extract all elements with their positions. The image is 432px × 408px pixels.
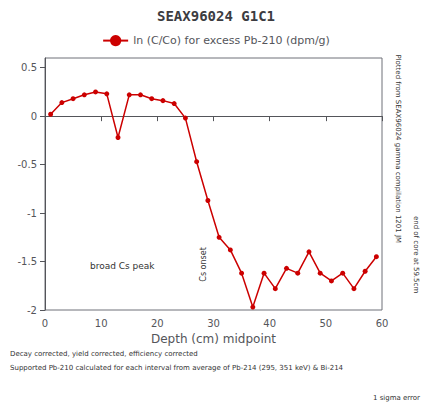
svg-text:0: 0 (31, 111, 37, 122)
svg-text:1 sigma error: 1 sigma error (373, 394, 420, 402)
svg-text:Decay corrected, yield correct: Decay corrected, yield corrected, effici… (10, 350, 198, 358)
svg-text:-1.5: -1.5 (17, 256, 37, 267)
svg-text:40: 40 (263, 318, 276, 329)
svg-text:Depth (cm) midpoint: Depth (cm) midpoint (151, 332, 276, 346)
svg-text:20: 20 (151, 318, 164, 329)
svg-text:-2: -2 (27, 305, 37, 316)
svg-text:-0.5: -0.5 (17, 159, 37, 170)
svg-text:broad Cs peak: broad Cs peak (90, 261, 155, 271)
svg-text:Plotted from SEAX96024 gamma c: Plotted from SEAX96024 gamma compilation… (394, 54, 402, 243)
svg-text:0: 0 (42, 318, 48, 329)
svg-text:30: 30 (207, 318, 220, 329)
svg-text:ln (C/Co) for excess Pb-210 (d: ln (C/Co) for excess Pb-210 (dpm/g) (133, 34, 330, 47)
svg-text:end of core at 59.5cm: end of core at 59.5cm (412, 216, 420, 293)
svg-text:50: 50 (319, 318, 332, 329)
svg-text:10: 10 (95, 318, 108, 329)
svg-text:-1: -1 (27, 208, 37, 219)
svg-text:Cs onset: Cs onset (199, 247, 208, 282)
svg-text:0.5: 0.5 (21, 62, 37, 73)
svg-text:SEAX96024 G1C1: SEAX96024 G1C1 (157, 8, 275, 24)
svg-text:Supported Pb-210 calculated fo: Supported Pb-210 calculated for each int… (10, 364, 344, 372)
svg-text:60: 60 (376, 318, 389, 329)
